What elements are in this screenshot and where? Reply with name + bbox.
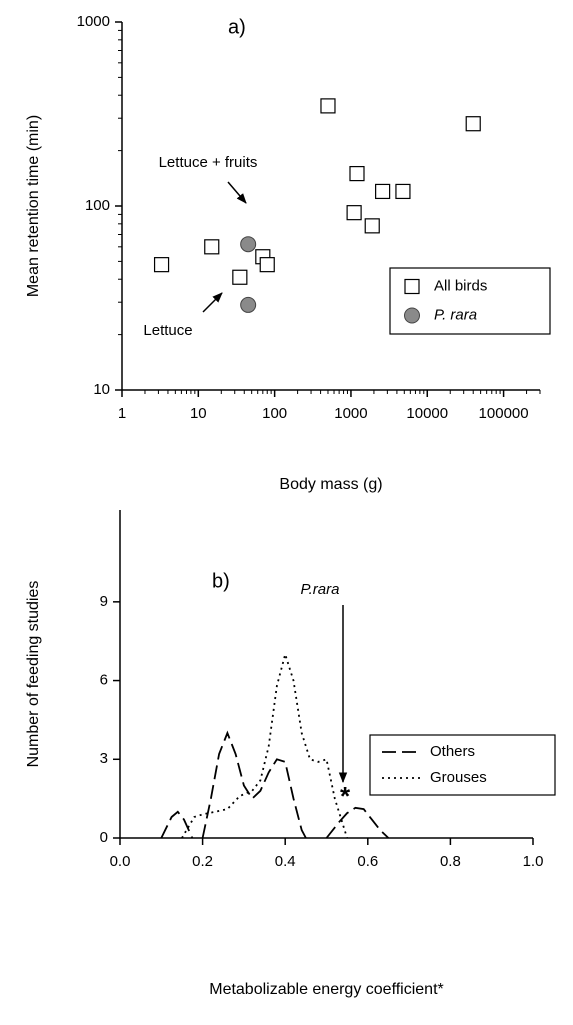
annotation-arrow bbox=[202, 292, 223, 313]
y-tick-label: 10 bbox=[93, 381, 110, 398]
x-axis-label: Body mass (g) bbox=[279, 476, 382, 493]
legend-label: P. rara bbox=[434, 306, 477, 323]
marker-circle bbox=[240, 236, 257, 253]
chart-title: a) bbox=[228, 16, 246, 38]
x-tick-label: 0.0 bbox=[110, 853, 131, 870]
x-axis-label: Metabolizable energy coefficient* bbox=[209, 981, 444, 998]
x-tick-label: 1000 bbox=[334, 405, 367, 422]
x-tick-label: 0.8 bbox=[440, 853, 461, 870]
annotation: Lettuce + fruits bbox=[159, 154, 258, 171]
marker-circle bbox=[404, 307, 420, 324]
marker-square bbox=[364, 218, 380, 234]
chart: 10 100 1000 1 10 100 1000 10000 100000 a) Body mas… bbox=[25, 13, 551, 493]
legend-box bbox=[369, 734, 556, 796]
legend-label: Grouses bbox=[430, 769, 487, 786]
y-tick-label: 1000 bbox=[77, 13, 110, 30]
x-tick-label: 100 bbox=[262, 405, 287, 422]
series-line bbox=[181, 651, 348, 839]
x-tick-label: 0.4 bbox=[275, 853, 296, 870]
series-line bbox=[160, 730, 390, 839]
x-tick-label: 1 bbox=[118, 405, 126, 422]
marker-square bbox=[346, 205, 362, 221]
annotation: Lettuce bbox=[143, 322, 192, 339]
marker-square bbox=[349, 165, 365, 182]
annotation: P.rara bbox=[301, 581, 340, 598]
marker-square bbox=[320, 98, 336, 114]
x-tick-label: 10000 bbox=[406, 405, 448, 422]
annotation: * bbox=[340, 781, 351, 811]
x-tick-label: 10 bbox=[190, 405, 207, 422]
marker-circle bbox=[240, 296, 257, 313]
marker-square bbox=[204, 239, 220, 255]
marker-square bbox=[465, 116, 481, 132]
annotation-arrow bbox=[227, 181, 247, 204]
y-tick-label: 3 bbox=[100, 750, 108, 767]
marker-square bbox=[404, 278, 420, 295]
y-axis-label: Mean retention time (min) bbox=[25, 115, 42, 297]
x-tick-label: 0.2 bbox=[192, 853, 213, 870]
x-tick-label: 1.0 bbox=[523, 853, 544, 870]
y-axis-label: Number of feeding studies bbox=[25, 581, 42, 768]
y-tick-label: 9 bbox=[100, 593, 108, 610]
marker-square bbox=[232, 269, 248, 285]
y-tick-label: 6 bbox=[100, 672, 108, 689]
chart-title: b) bbox=[212, 570, 230, 592]
legend-label: All birds bbox=[434, 277, 487, 294]
x-tick-label: 100000 bbox=[479, 405, 529, 422]
y-tick-label: 100 bbox=[85, 197, 110, 214]
legend-label: Others bbox=[430, 743, 475, 760]
marker-square bbox=[375, 183, 391, 200]
x-tick-label: 0.6 bbox=[357, 853, 378, 870]
y-tick-label: 0 bbox=[100, 829, 108, 846]
marker-square bbox=[259, 257, 275, 273]
marker-square bbox=[153, 257, 170, 273]
marker-square bbox=[395, 183, 411, 200]
chart: 0 3 6 9 0.0 0.2 0.4 0.6 0.8 1.0 b) Metabolizable en… bbox=[25, 510, 556, 998]
